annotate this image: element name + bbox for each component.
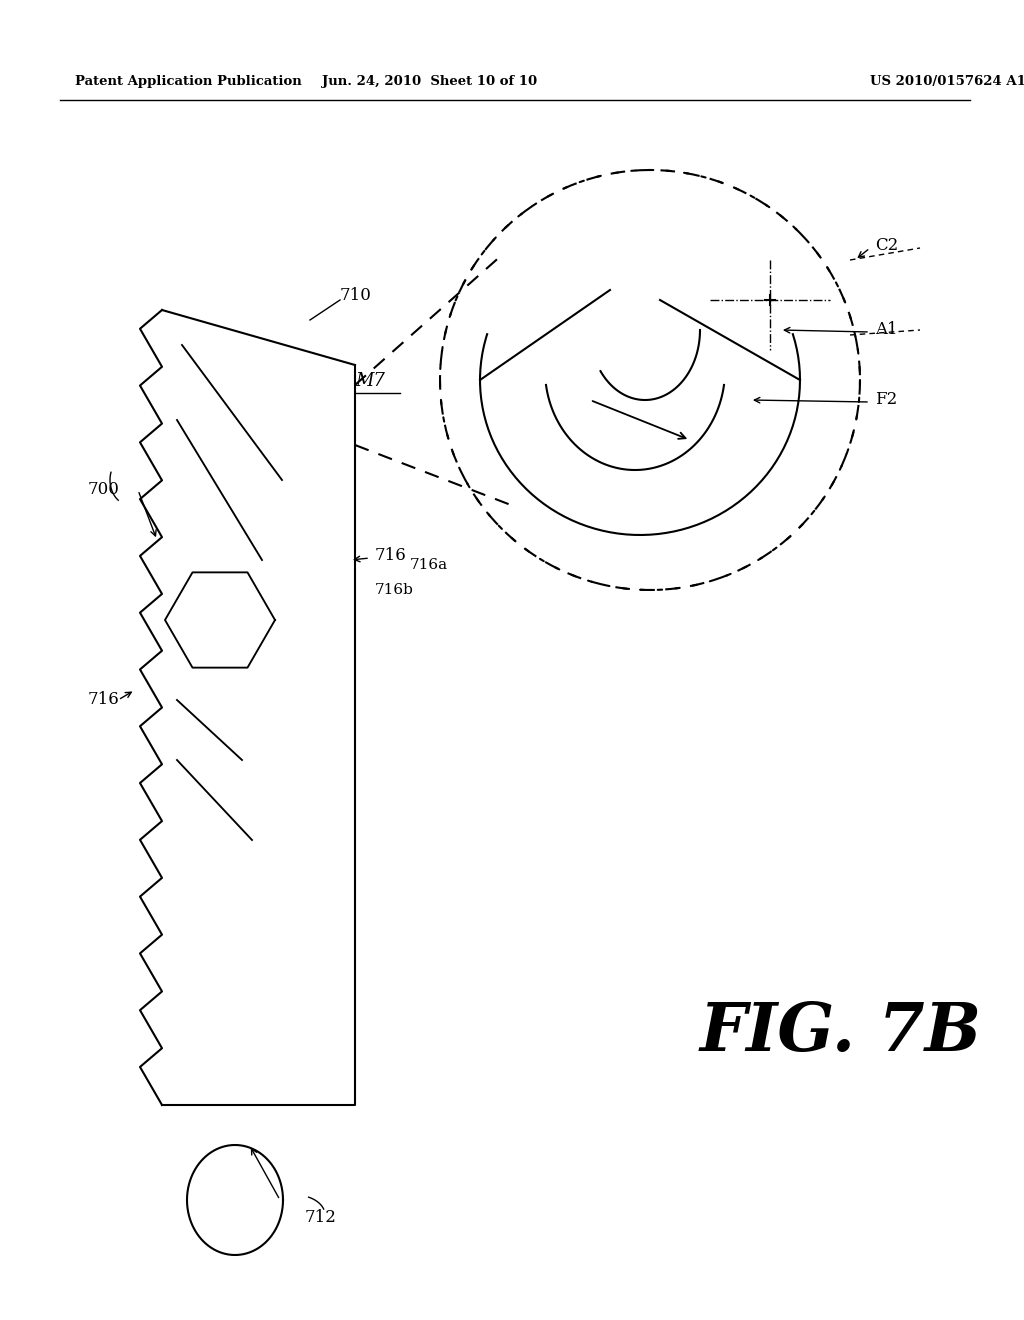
Text: Jun. 24, 2010  Sheet 10 of 10: Jun. 24, 2010 Sheet 10 of 10	[323, 75, 538, 88]
Text: F2: F2	[874, 392, 897, 408]
Text: 716: 716	[88, 692, 120, 709]
Text: M7: M7	[355, 372, 385, 389]
Text: FIG. 7B: FIG. 7B	[700, 1001, 982, 1065]
Text: A1: A1	[874, 322, 898, 338]
Text: 710: 710	[340, 286, 372, 304]
Text: 716: 716	[375, 546, 407, 564]
Text: US 2010/0157624 A1: US 2010/0157624 A1	[870, 75, 1024, 88]
Text: 716a: 716a	[410, 558, 449, 572]
Text: 712: 712	[305, 1209, 337, 1226]
Text: Patent Application Publication: Patent Application Publication	[75, 75, 302, 88]
Text: C2: C2	[874, 236, 898, 253]
Text: 700: 700	[88, 482, 120, 499]
Text: 716b: 716b	[375, 583, 414, 597]
